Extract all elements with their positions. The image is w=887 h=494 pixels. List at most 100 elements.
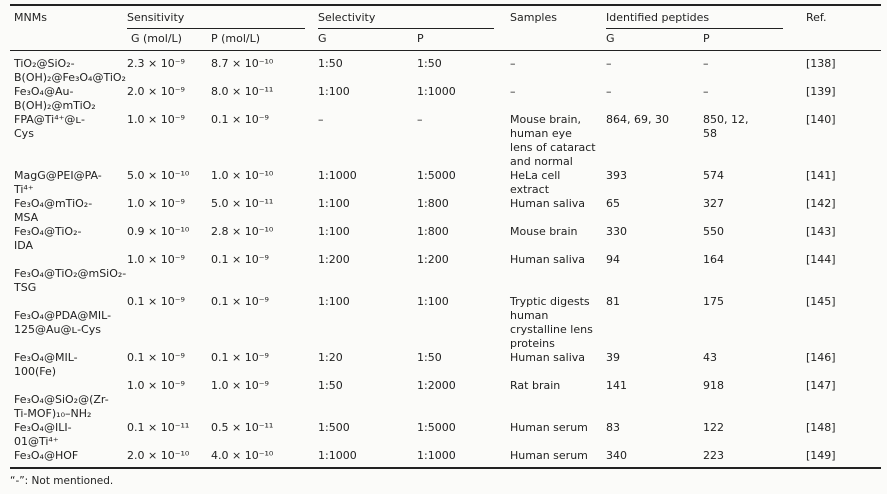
- cell-sensitivity-g: 2.0 × 10⁻¹⁰: [127, 449, 190, 462]
- cell-peptides-g: 864, 69, 30: [606, 113, 669, 126]
- cell-sensitivity-g: 0.1 × 10⁻¹¹: [127, 421, 190, 434]
- cell-ref: [146]: [806, 351, 836, 364]
- cell-peptides-p: –: [703, 57, 709, 70]
- cell-selectivity-p: 1:100: [417, 295, 449, 308]
- cell-peptides-g: 330: [606, 225, 628, 238]
- cell-ref: [143]: [806, 225, 836, 238]
- cell-selectivity-g: 1:1000: [318, 449, 357, 462]
- cell-peptides-p: –: [703, 85, 709, 98]
- cell-ref: [148]: [806, 421, 836, 434]
- cell-ref: [139]: [806, 85, 836, 98]
- cell-sensitivity-p: 0.1 × 10⁻⁹: [211, 253, 269, 266]
- cell-sensitivity-g: 1.0 × 10⁻⁹: [127, 253, 185, 266]
- cell-sensitivity-p: 0.1 × 10⁻⁹: [211, 113, 269, 126]
- cell-sensitivity-g: 0.1 × 10⁻⁹: [127, 351, 185, 364]
- cell-samples: Rat brain: [510, 379, 561, 392]
- cell-peptides-g: 65: [606, 197, 621, 210]
- cell-peptides-g: 94: [606, 253, 621, 266]
- cell-mnm: Fe₃O₄@mTiO₂- MSA: [14, 197, 93, 224]
- cell-peptides-p: 175: [703, 295, 725, 308]
- cell-mnm: Fe₃O₄@TiO₂- IDA: [14, 225, 82, 252]
- cell-selectivity-g: 1:100: [318, 225, 350, 238]
- col-header-sensitivity: Sensitivity: [127, 5, 318, 29]
- cell-samples: Mouse brain, human eye lens of cataract …: [510, 113, 596, 168]
- sub-header-row: G (mol/L) P (mol/L) G P G P: [10, 29, 881, 51]
- cell-sensitivity-g: 1.0 × 10⁻⁹: [127, 197, 185, 210]
- cell-selectivity-p: 1:50: [417, 351, 442, 364]
- cell-samples: –: [510, 85, 516, 98]
- cell-sensitivity-g: 0.1 × 10⁻⁹: [127, 295, 185, 308]
- cell-mnm: MagG@PEI@PA- Ti⁴⁺: [14, 169, 102, 196]
- cell-mnm: Fe₃O₄@SiO₂@(Zr- Ti-MOF)₁₀–NH₂: [14, 393, 109, 420]
- table-footnote: “-”: Not mentioned.: [10, 475, 114, 487]
- cell-selectivity-p: 1:5000: [417, 169, 456, 182]
- cell-peptides-p: 574: [703, 169, 725, 182]
- cell-peptides-p: 550: [703, 225, 725, 238]
- cell-mnm: Fe₃O₄@PDA@MIL- 125@Au@ʟ-Cys: [14, 309, 112, 336]
- table-row: Fe₃O₄@mTiO₂- MSA 1.0 × 10⁻⁹ 5.0 × 10⁻¹¹ …: [10, 197, 881, 225]
- cell-selectivity-g: 1:100: [318, 295, 350, 308]
- cell-mnm: Fe₃O₄@TiO₂@mSiO₂- TSG: [14, 267, 127, 294]
- cell-selectivity-g: 1:500: [318, 421, 350, 434]
- cell-selectivity-p: 1:1000: [417, 449, 456, 462]
- cell-peptides-p: 122: [703, 421, 725, 434]
- cell-ref: [138]: [806, 57, 836, 70]
- table-row: Fe₃O₄@MIL- 100(Fe) 0.1 × 10⁻⁹ 0.1 × 10⁻⁹…: [10, 351, 881, 379]
- cell-peptides-g: 340: [606, 449, 628, 462]
- cell-peptides-g: 81: [606, 295, 621, 308]
- col-header-selectivity-g: G: [318, 29, 417, 51]
- cell-samples: Human saliva: [510, 253, 586, 266]
- col-header-mnms: MNMs: [10, 5, 127, 51]
- table-row: MagG@PEI@PA- Ti⁴⁺ 5.0 × 10⁻¹⁰ 1.0 × 10⁻¹…: [10, 169, 881, 197]
- group-header-row: MNMs Sensitivity Selectivity Samples Ide…: [10, 5, 882, 51]
- paper-table-region: MNMs Sensitivity Selectivity Samples Ide…: [10, 4, 882, 488]
- table-row: Fe₃O₄@SiO₂@(Zr- Ti-MOF)₁₀–NH₂ 1.0 × 10⁻⁹…: [10, 379, 881, 421]
- cell-selectivity-p: 1:50: [417, 57, 442, 70]
- col-header-ref: Ref.: [806, 5, 882, 51]
- cell-selectivity-p: 1:800: [417, 197, 449, 210]
- cell-sensitivity-p: 0.1 × 10⁻⁹: [211, 351, 269, 364]
- identified-peptides-group-label: Identified peptides: [606, 11, 784, 29]
- sensitivity-group-label: Sensitivity: [127, 11, 305, 29]
- cell-sensitivity-p: 8.7 × 10⁻¹⁰: [211, 57, 274, 70]
- table-row: TiO₂@SiO₂- B(OH)₂@Fe₃O₄@TiO₂ 2.3 × 10⁻⁹ …: [10, 51, 881, 86]
- selectivity-group-label: Selectivity: [318, 11, 495, 29]
- cell-selectivity-g: 1:100: [318, 85, 350, 98]
- cell-mnm: Fe₃O₄@MIL- 100(Fe): [14, 351, 78, 378]
- table-row: Fe₃O₄@TiO₂- IDA 0.9 × 10⁻¹⁰ 2.8 × 10⁻¹⁰ …: [10, 225, 881, 253]
- cell-ref: [141]: [806, 169, 836, 182]
- cell-peptides-p: 327: [703, 197, 725, 210]
- table-row: Fe₃O₄@PDA@MIL- 125@Au@ʟ-Cys 0.1 × 10⁻⁹ 0…: [10, 295, 881, 351]
- peptide-enrichment-table: MNMs Sensitivity Selectivity Samples Ide…: [10, 4, 882, 469]
- cell-peptides-p: 223: [703, 449, 725, 462]
- cell-selectivity-g: 1:20: [318, 351, 343, 364]
- cell-selectivity-g: 1:50: [318, 57, 343, 70]
- cell-ref: [149]: [806, 449, 836, 462]
- cell-peptides-p: 164: [703, 253, 725, 266]
- cell-peptides-g: –: [606, 57, 612, 70]
- cell-ref: [142]: [806, 197, 836, 210]
- cell-selectivity-g: 1:100: [318, 197, 350, 210]
- cell-peptides-g: 39: [606, 351, 621, 364]
- cell-sensitivity-g: 2.3 × 10⁻⁹: [127, 57, 185, 70]
- cell-selectivity-g: 1:200: [318, 253, 350, 266]
- table-header: MNMs Sensitivity Selectivity Samples Ide…: [10, 5, 882, 51]
- cell-peptides-g: 141: [606, 379, 628, 392]
- table-row: Fe₃O₄@ILI- 01@Ti⁴⁺ 0.1 × 10⁻¹¹ 0.5 × 10⁻…: [10, 421, 881, 449]
- cell-ref: [147]: [806, 379, 836, 392]
- col-header-samples: Samples: [510, 5, 607, 51]
- cell-sensitivity-p: 0.5 × 10⁻¹¹: [211, 421, 274, 434]
- cell-peptides-g: 393: [606, 169, 628, 182]
- cell-samples: Human serum: [510, 449, 588, 462]
- table-row: Fe₃O₄@TiO₂@mSiO₂- TSG 1.0 × 10⁻⁹ 0.1 × 1…: [10, 253, 881, 295]
- table-row: FPA@Ti⁴⁺@ʟ- Cys 1.0 × 10⁻⁹ 0.1 × 10⁻⁹ – …: [10, 113, 881, 169]
- col-header-sensitivity-p: P (mol/L): [211, 29, 318, 51]
- table-body: TiO₂@SiO₂- B(OH)₂@Fe₃O₄@TiO₂ 2.3 × 10⁻⁹ …: [10, 51, 881, 469]
- cell-samples: Tryptic digests human crystalline lens p…: [510, 295, 593, 350]
- cell-selectivity-p: 1:200: [417, 253, 449, 266]
- cell-selectivity-p: 1:800: [417, 225, 449, 238]
- cell-sensitivity-g: 1.0 × 10⁻⁹: [127, 379, 185, 392]
- cell-selectivity-p: 1:5000: [417, 421, 456, 434]
- cell-sensitivity-p: 8.0 × 10⁻¹¹: [211, 85, 274, 98]
- cell-peptides-g: –: [606, 85, 612, 98]
